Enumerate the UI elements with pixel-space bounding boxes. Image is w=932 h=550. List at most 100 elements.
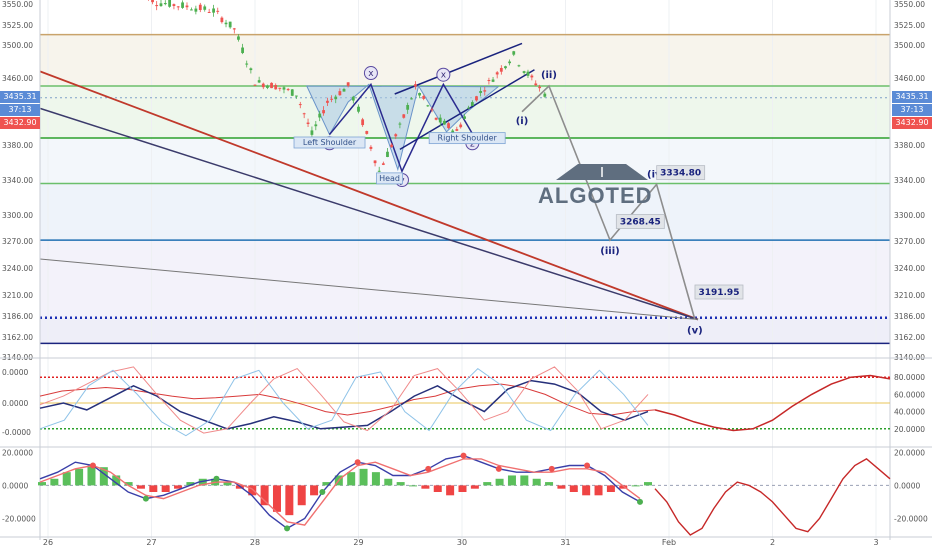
- osc2-histogram-bar: [161, 485, 170, 492]
- candle: [274, 83, 278, 90]
- candle-body: [422, 96, 426, 99]
- osc1-axis-left-1: 0.0000: [2, 399, 28, 408]
- candle: [168, 0, 172, 8]
- osc2-histogram-bar: [99, 467, 108, 486]
- osc2-histogram-bar: [433, 485, 442, 492]
- candle-body: [443, 120, 446, 125]
- osc2-marker-peak: [354, 459, 361, 466]
- candle: [522, 70, 526, 75]
- candle: [298, 101, 302, 109]
- wave-label-x: x: [441, 71, 447, 81]
- candle-body: [475, 96, 478, 101]
- candle-body: [159, 3, 163, 7]
- wave-label-z: z: [470, 139, 475, 149]
- osc1-series-0: [39, 383, 656, 416]
- candle-body: [155, 5, 159, 7]
- time-axis-label-5: 31: [560, 538, 570, 547]
- candle: [346, 82, 350, 88]
- candle-body: [212, 8, 215, 13]
- osc2-histogram-bar: [136, 485, 145, 489]
- candle-body: [278, 87, 282, 89]
- candle: [406, 102, 410, 114]
- osc2-axis-right-2: -20.0000: [894, 514, 928, 523]
- candle: [491, 77, 495, 83]
- candle: [151, 0, 154, 5]
- candle-body: [181, 2, 184, 8]
- osc2-series-1: [39, 458, 641, 526]
- candle-body: [172, 4, 176, 6]
- candle: [526, 69, 530, 78]
- candle: [155, 1, 159, 11]
- candle: [172, 3, 176, 10]
- candle: [266, 84, 269, 90]
- candle: [185, 2, 189, 10]
- candle-body: [398, 123, 402, 125]
- candle-body: [194, 8, 198, 12]
- candle-body: [463, 116, 466, 119]
- candle-body: [185, 5, 189, 8]
- candle-body: [286, 89, 290, 91]
- candle-body: [351, 96, 355, 101]
- time-axis-label-1: 27: [146, 538, 156, 547]
- projection-label-0: (i): [516, 116, 529, 127]
- candle: [463, 113, 466, 120]
- osc1-axis-right-3: 20.0000: [894, 425, 925, 434]
- price-axis-left-11: 3186.00: [2, 312, 33, 321]
- level-zone-4: [40, 240, 890, 318]
- osc2-histogram-bar: [569, 485, 578, 492]
- candle-body: [470, 102, 474, 106]
- trendline-red: [39, 70, 699, 321]
- candle-body: [377, 170, 381, 172]
- candle: [357, 104, 360, 114]
- osc2-axis-left-1: 0.0000: [2, 481, 28, 490]
- price-axis-left-12: 3162.00: [2, 333, 33, 342]
- candle: [253, 84, 257, 86]
- candle: [224, 19, 228, 28]
- osc2-histogram-bar: [260, 485, 269, 506]
- candle-body: [426, 105, 430, 107]
- candle: [302, 112, 306, 119]
- candle-body: [538, 86, 542, 89]
- osc2-histogram-bar: [421, 485, 430, 489]
- candle: [402, 113, 406, 119]
- osc2-histogram-bar: [174, 485, 183, 489]
- candle: [147, 0, 149, 1]
- price-tag-right-top: 3435.31: [892, 91, 932, 103]
- osc2-histogram-bar: [384, 478, 393, 486]
- price-axis-left-9: 3240.00: [2, 264, 33, 273]
- candle-body: [290, 89, 294, 96]
- price-axis-right-9: 3240.00: [894, 264, 925, 273]
- osc2-histogram-bar: [50, 478, 59, 486]
- candle: [322, 106, 325, 116]
- price-axis-right-6: 3340.00: [894, 176, 925, 185]
- projection-label-2: (iii): [600, 246, 619, 257]
- candle-body: [334, 96, 338, 100]
- candle-body: [237, 36, 240, 40]
- candle: [194, 5, 198, 15]
- candle: [455, 126, 459, 132]
- candle-body: [326, 100, 329, 103]
- osc2-histogram-bar: [38, 482, 46, 486]
- candle: [410, 97, 413, 100]
- candle-body: [526, 71, 530, 76]
- candle: [257, 76, 261, 84]
- osc2-histogram-bar: [310, 485, 319, 496]
- candle-body: [245, 63, 249, 65]
- osc1-series-1: [39, 379, 649, 430]
- candle: [483, 86, 487, 96]
- price-axis-right-8: 3270.00: [894, 237, 925, 246]
- candle: [249, 67, 253, 74]
- candle: [422, 94, 426, 101]
- osc2-histogram-bar: [248, 485, 257, 496]
- candle-body: [298, 104, 302, 106]
- candle: [163, 0, 167, 6]
- candle: [361, 117, 365, 127]
- candle-body: [346, 82, 350, 86]
- time-axis-label-6: Feb: [662, 538, 676, 547]
- projection-value-2: 3191.95: [698, 288, 739, 298]
- wave-label-circle-x: [363, 66, 378, 81]
- candle: [447, 122, 450, 130]
- osc2-marker-peak: [460, 452, 467, 459]
- osc2-histogram-bar: [272, 485, 281, 512]
- candle-body: [406, 105, 410, 110]
